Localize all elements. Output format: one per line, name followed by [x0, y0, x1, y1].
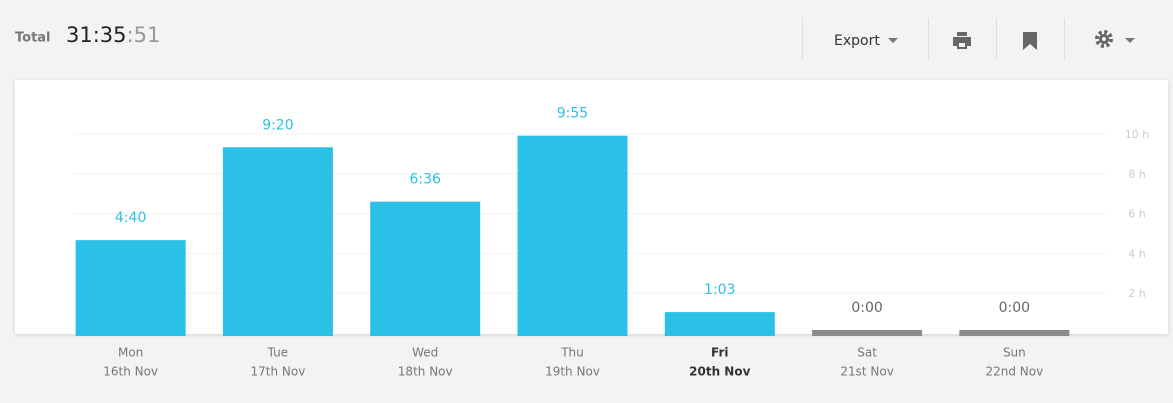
print-icon-paper: [959, 43, 965, 47]
export-button[interactable]: Export: [834, 33, 898, 49]
total-time: 31:35:51: [66, 23, 160, 47]
caret: [1125, 38, 1135, 43]
y-tick-label: 4 h: [1128, 247, 1145, 260]
x-tick-date: 17th Nov: [251, 365, 306, 379]
print-icon: [953, 32, 971, 49]
gear-hole: [1102, 37, 1106, 41]
bar: [959, 330, 1070, 336]
x-tick-date: 22nd Nov: [985, 365, 1043, 379]
x-tick-label: Tue: [267, 346, 289, 360]
x-tick-date: 16th Nov: [103, 365, 158, 379]
bar: [517, 135, 628, 336]
total-label: Total: [15, 31, 51, 46]
y-tick-label: 2 h: [1128, 287, 1145, 300]
x-tick-date: 19th Nov: [545, 365, 600, 379]
y-tick-label: 8 h: [1128, 168, 1145, 181]
x-tick-label: Mon: [118, 346, 143, 360]
gear-icon: [1095, 30, 1113, 48]
bar: [370, 201, 481, 336]
total-hours-minutes: 31:35: [66, 23, 127, 47]
bar: [664, 312, 775, 336]
value-label: 0:00: [999, 300, 1030, 316]
x-tick-date: 18th Nov: [398, 365, 453, 379]
x-tick-label: Sun: [1003, 346, 1026, 360]
value-label: 9:20: [262, 117, 293, 133]
x-tick-date: 21st Nov: [840, 365, 893, 379]
value-label: 0:00: [851, 300, 882, 316]
value-label: 1:03: [704, 282, 735, 298]
x-tick-label: Fri: [711, 346, 728, 360]
x-tick-label: Thu: [560, 346, 584, 360]
x-tick-label: Wed: [412, 346, 438, 360]
export-label: Export: [834, 33, 880, 49]
bookmark-button[interactable]: [1023, 32, 1037, 50]
x-tick-date: 20th Nov: [689, 365, 750, 379]
bar: [222, 147, 333, 336]
settings-button[interactable]: [1095, 30, 1135, 48]
y-tick-label: 6 h: [1128, 208, 1145, 221]
caret: [888, 38, 898, 43]
bar: [75, 240, 186, 336]
x-tick-label: Sat: [857, 346, 877, 360]
total-seconds: :51: [127, 23, 161, 47]
value-label: 9:55: [557, 106, 588, 122]
value-label: 4:40: [115, 210, 146, 226]
y-tick-label: 10 h: [1125, 128, 1149, 141]
value-label: 6:36: [409, 172, 441, 188]
print-button[interactable]: [953, 32, 971, 49]
bar: [812, 330, 923, 336]
